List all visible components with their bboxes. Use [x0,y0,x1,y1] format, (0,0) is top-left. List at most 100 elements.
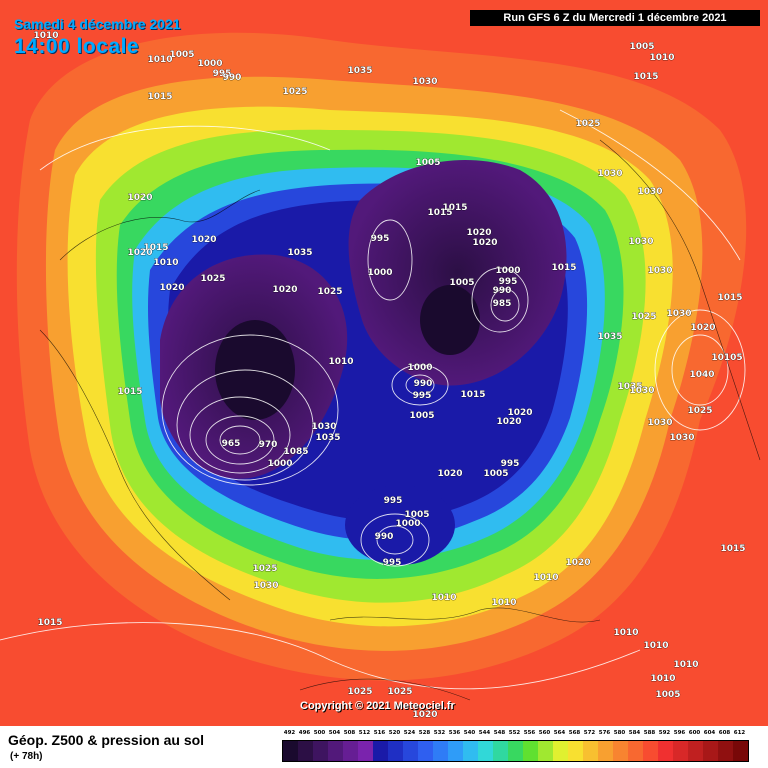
legend-color-cell [553,741,568,761]
isobar-value-label: 1085 [283,447,308,457]
legend-tick-label: 608 [718,730,731,736]
isobar-value-label: 1005 [409,411,434,421]
isobar-value-label: 1005 [404,510,429,520]
model-run-info: Run GFS 6 Z du Mercredi 1 décembre 2021 [470,10,760,26]
legend-color-cell [418,741,433,761]
legend-tick-label: 512 [358,730,371,736]
legend-color-cell [463,741,478,761]
isobar-value-label: 1010 [153,258,178,268]
legend-tick-label: 568 [568,730,581,736]
legend-tick-label: 536 [448,730,461,736]
isobar-value-label: 1025 [575,119,600,129]
legend-color-cell [658,741,673,761]
isobar-value-label: 1000 [267,459,292,469]
isobar-value-label: 1015 [720,544,745,554]
forecast-time: 14:00 locale [14,35,140,58]
isobar-value-label: 1005 [483,469,508,479]
lead-time: (+ 78h) [10,751,43,762]
isobar-value-label: 1010 [33,31,58,41]
isobar-value-label: 1035 [597,332,622,342]
legend-tick-label: 504 [328,730,341,736]
legend-color-cell [673,741,688,761]
legend-color-cell [493,741,508,761]
legend-tick-label: 516 [373,730,386,736]
footer-bar: Géop. Z500 & pression au sol (+ 78h) 492… [0,726,768,768]
legend-tick-label: 564 [553,730,566,736]
isobar-value-label: 1010 [643,641,668,651]
legend-color-cell [718,741,733,761]
isobar-value-label: 1015 [143,243,168,253]
legend-tick-label: 600 [688,730,701,736]
legend-tick-label: 548 [493,730,506,736]
isobar-value-label: 995 [371,234,390,244]
isobar-value-label: 1020 [412,710,437,720]
vortex-core-siberia [420,285,480,355]
legend-tick-label: 552 [508,730,521,736]
isobar-value-label: 1030 [628,237,653,247]
legend-color-cell [568,741,583,761]
legend-tick-label: 580 [613,730,626,736]
isobar-value-label: 1005 [169,50,194,60]
legend-tick-label: 500 [313,730,326,736]
isobar-value-label: 1010 [673,660,698,670]
legend-color-cell [703,741,718,761]
legend-color-scale [282,740,749,762]
color-legend: 492 496 500 504 508 512 516 520 524 528 532 536 540 5… [282,730,762,762]
legend-tick-label: 596 [673,730,686,736]
legend-color-cell [508,741,523,761]
isobar-value-label: 1005 [629,42,654,52]
isobar-value-label: 1010 [650,674,675,684]
legend-tick-label: 528 [418,730,431,736]
isobar-value-label: 1025 [317,287,342,297]
isobar-value-label: 970 [259,440,278,450]
isobar-value-label: 1025 [252,564,277,574]
legend-tick-label: 588 [643,730,656,736]
isobar-value-label: 1020 [159,283,184,293]
legend-tick-label: 584 [628,730,641,736]
isobar-value-label: 1005 [655,690,680,700]
isobar-value-label: 1000 [495,266,520,276]
map-panel: 1010 1005 1010 1000 995 990 1035 1030 1025 1015 10… [0,0,768,726]
isobar-value-label: 1025 [687,406,712,416]
isobar-value-label: 1010 [431,593,456,603]
legend-tick-label: 492 [283,730,296,736]
legend-color-cell [448,741,463,761]
legend-color-cell [298,741,313,761]
isobar-value-label: 1005 [449,278,474,288]
isobar-value-label: 1030 [647,266,672,276]
legend-color-cell [373,741,388,761]
isobar-value-label: 1030 [629,386,654,396]
map-caption: Géop. Z500 & pression au sol [8,732,205,748]
isobar-value-label: 990 [375,532,394,542]
isobar-value-label: 1010 [613,628,638,638]
isobar-value-label: 1015 [427,208,452,218]
isobar-value-label: 1010 [328,357,353,367]
isobar-value-label: 1010 [649,53,674,63]
legend-color-cell [583,741,598,761]
isobar-value-label: 995 [384,496,403,506]
legend-tick-label: 496 [298,730,311,736]
legend-color-cell [688,741,703,761]
copyright-notice: Copyright © 2021 Meteociel.fr [300,700,455,712]
legend-color-cell [628,741,643,761]
legend-color-cell [313,741,328,761]
isobar-value-label: 1020 [690,323,715,333]
legend-tick-label: 592 [658,730,671,736]
legend-color-cell [328,741,343,761]
legend-color-cell [283,741,298,761]
isobar-value-label: 1020 [496,417,521,427]
isobar-value-label: 1000 [395,519,420,529]
isobar-value-label: 1030 [253,581,278,591]
isobar-value-label: 995 [501,459,520,469]
isobar-value-label: 1030 [647,418,672,428]
isobar-value-label: 1025 [631,312,656,322]
isobar-value-label: 1015 [551,263,576,273]
isobar-value-label: 995 [383,558,402,568]
isobar-value-label: 1020 [127,193,152,203]
isobar-value-label: 995 [499,277,518,287]
legend-color-cell [403,741,418,761]
legend-color-cell [343,741,358,761]
legend-color-cell [478,741,493,761]
legend-tick-label: 524 [403,730,416,736]
